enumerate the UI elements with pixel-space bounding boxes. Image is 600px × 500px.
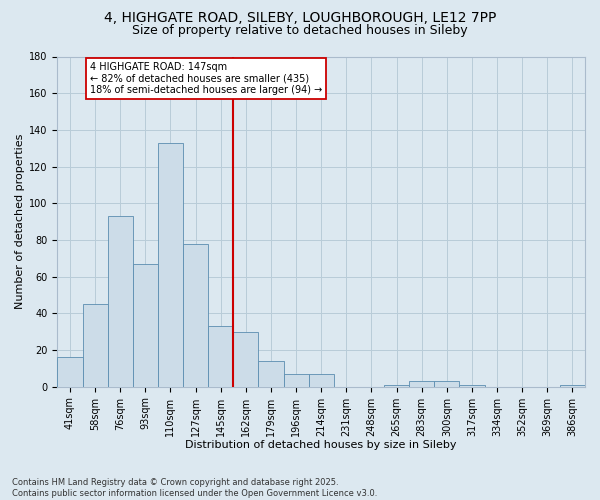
Bar [460,385,485,386]
Text: 4, HIGHGATE ROAD, SILEBY, LOUGHBOROUGH, LE12 7PP: 4, HIGHGATE ROAD, SILEBY, LOUGHBOROUGH, … [104,11,496,25]
Bar [158,142,183,386]
X-axis label: Distribution of detached houses by size in Sileby: Distribution of detached houses by size … [185,440,457,450]
Bar [208,326,233,386]
Bar [409,381,434,386]
Bar [107,216,133,386]
Bar [308,374,334,386]
Bar [560,385,585,386]
Text: Contains HM Land Registry data © Crown copyright and database right 2025.
Contai: Contains HM Land Registry data © Crown c… [12,478,377,498]
Bar [434,381,460,386]
Bar [284,374,308,386]
Text: 4 HIGHGATE ROAD: 147sqm
← 82% of detached houses are smaller (435)
18% of semi-d: 4 HIGHGATE ROAD: 147sqm ← 82% of detache… [90,62,322,95]
Bar [259,361,284,386]
Bar [183,244,208,386]
Bar [58,358,83,386]
Bar [83,304,107,386]
Y-axis label: Number of detached properties: Number of detached properties [15,134,25,310]
Bar [233,332,259,386]
Text: Size of property relative to detached houses in Sileby: Size of property relative to detached ho… [132,24,468,37]
Bar [133,264,158,386]
Bar [384,385,409,386]
